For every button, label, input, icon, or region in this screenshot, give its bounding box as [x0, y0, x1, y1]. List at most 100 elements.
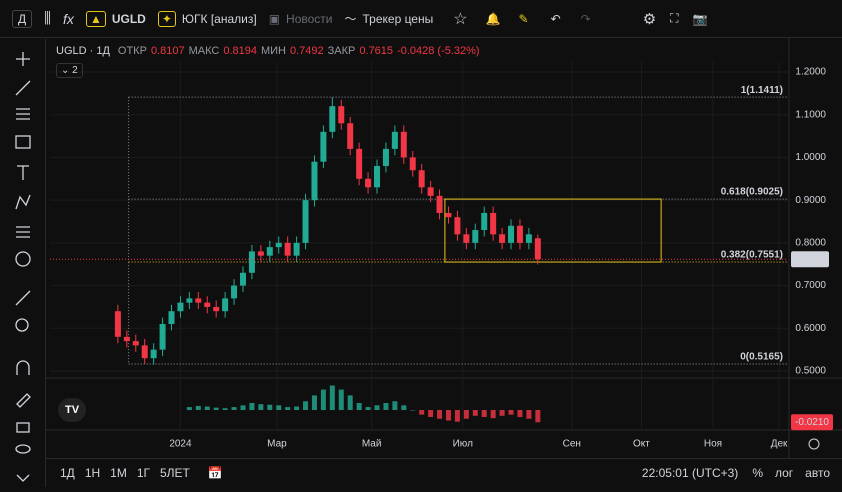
oscillator-bar [285, 407, 291, 410]
oscillator-bar [356, 403, 362, 410]
bars-icon[interactable]: ⫼ [44, 10, 52, 27]
candle-body [534, 238, 541, 260]
candle-body [266, 247, 273, 256]
fib-label: 1(1.1411) [741, 85, 783, 96]
oscillator-bar [186, 407, 192, 410]
compare-label: ЮГК [анализ] [181, 11, 257, 26]
range-button[interactable]: 1Д [60, 466, 75, 480]
range-button[interactable]: 1Г [136, 466, 150, 480]
candle-body [159, 324, 166, 350]
text-tool[interactable] [17, 165, 29, 180]
visibility-tool[interactable] [15, 444, 31, 454]
oscillator-bar [419, 410, 425, 415]
candle-body [445, 212, 452, 218]
trendline-tool[interactable] [15, 80, 31, 96]
oscillator-bar [490, 410, 496, 419]
candle-body [481, 212, 488, 231]
oscillator-bar [329, 385, 335, 410]
magnet-tool[interactable] [16, 360, 30, 375]
indicator-toggle[interactable]: ⌄ 2 [56, 63, 83, 78]
x-tick-label: 2024 [169, 439, 192, 450]
auto-button[interactable]: авто [805, 466, 830, 480]
alert-icon[interactable]: 🔔 [485, 11, 501, 26]
settings-icon[interactable]: ⚙ [642, 10, 657, 28]
pattern-tool[interactable] [15, 194, 31, 210]
compare-logo: ✦ [157, 10, 176, 27]
lock-tool[interactable] [16, 422, 30, 433]
oscillator-bar [401, 405, 407, 410]
oscillator-bar [303, 401, 309, 410]
candle-body [293, 242, 300, 256]
price-badge-label: 0.7615 [795, 254, 826, 265]
oscillator-bar [311, 395, 317, 410]
oscillator-bar [258, 404, 264, 410]
news[interactable]: ▣ Новости [269, 12, 333, 26]
symbol: UGLD [111, 11, 146, 26]
redo-icon[interactable]: ↷ [580, 11, 591, 26]
fib-tool[interactable] [16, 108, 30, 120]
candle-body [418, 170, 425, 188]
more-tools[interactable] [16, 474, 30, 482]
oscillator-bar [249, 403, 255, 410]
x-tick-label: Дек [771, 439, 788, 450]
range-button[interactable]: 5ЛЕТ [160, 466, 190, 480]
lock-draw-tool[interactable] [16, 393, 31, 408]
percent-button[interactable]: % [752, 466, 763, 480]
open-value: 0.8107 [150, 45, 185, 57]
oscillator-bar [428, 410, 434, 417]
range-button[interactable]: 1М [110, 466, 127, 480]
ruler-tool[interactable] [15, 290, 31, 306]
oscillator-bar [267, 404, 273, 410]
oscillator-bar [365, 407, 371, 410]
fib-label: 0.382(0.7551) [721, 250, 783, 261]
legend-header: UGLD · 1Д ОТКР 0.8107 МАКС 0.8194 МИН 0.749… [56, 45, 480, 57]
oscillator-bar [463, 410, 469, 419]
range-button[interactable]: 1Н [84, 466, 101, 480]
candle-body [365, 178, 372, 188]
news-label: Новости [286, 11, 333, 26]
candle-body [409, 157, 416, 171]
compare[interactable]: ✦ ЮГК [анализ] [157, 10, 257, 27]
oscillator-bar [445, 410, 451, 421]
draw-icon[interactable]: ✎ [518, 11, 529, 26]
tracker-icon: 〜 [344, 12, 357, 26]
forecast-tool[interactable] [16, 226, 30, 238]
indicators-icon[interactable]: fx [63, 10, 74, 27]
candle-body [516, 225, 523, 243]
x-tick-label: Май [362, 439, 382, 450]
range-icon[interactable]: 📅 [207, 466, 223, 480]
top-toolbar: Д ⫼ fx ▲ UGLD ✦ ЮГК [анализ] ▣ Новости 〜 Тре… [0, 0, 842, 38]
undo-icon[interactable]: ↶ [550, 11, 561, 26]
candle-body [275, 242, 282, 248]
clock: 22:05:01 (UTC+3) [641, 466, 739, 480]
emoji-tool[interactable] [15, 251, 31, 267]
candle-body [141, 345, 148, 359]
symbol-button[interactable]: Д [12, 9, 33, 28]
fib-label: 0.618(0.9025) [721, 187, 783, 198]
candle-body [248, 251, 255, 273]
crosshair-tool[interactable] [16, 52, 30, 66]
star-icon[interactable]: ☆ [453, 10, 468, 28]
symbol-search[interactable]: ▲ UGLD [85, 10, 146, 27]
logo: TV [58, 398, 86, 422]
fullscreen-icon[interactable]: ⛶ [670, 11, 679, 25]
screenshot-icon[interactable]: 📷 [692, 11, 708, 26]
candle-body [320, 131, 327, 162]
candle-body [356, 148, 363, 179]
bottom-bar: 1Д 1Н 1М 1Г 5ЛЕТ 📅 22:05:01 (UTC+3) % лог ав… [46, 458, 842, 487]
candle-body [374, 165, 381, 188]
zoom-tool[interactable] [15, 318, 29, 332]
y-tick-label: 0.9000 [795, 195, 826, 206]
oscillator-bar [454, 410, 460, 422]
candle-body [132, 341, 139, 346]
candle-body [436, 195, 443, 213]
candle-body [472, 230, 479, 243]
log-button[interactable]: лог [774, 466, 794, 480]
left-toolbar [0, 39, 46, 487]
tracker-label: Трекер цены [362, 11, 434, 26]
shape-tool[interactable] [15, 135, 31, 149]
tracker[interactable]: 〜 Трекер цены [344, 10, 433, 27]
oscillator-bar [231, 407, 237, 410]
candle-body [454, 217, 461, 235]
